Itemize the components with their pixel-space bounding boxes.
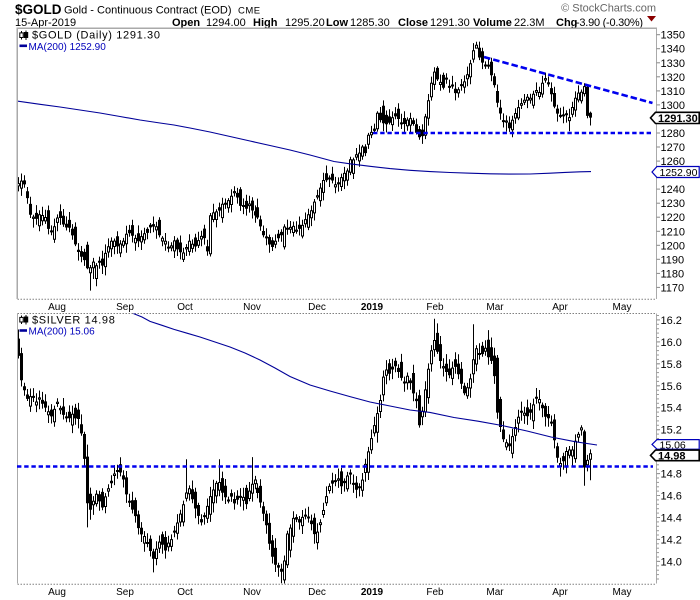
svg-text:1170: 1170	[661, 282, 685, 294]
svg-text:14.0: 14.0	[661, 556, 682, 568]
svg-text:1252.90: 1252.90	[660, 167, 698, 179]
svg-text:14.8: 14.8	[661, 469, 682, 481]
svg-text:Oct: Oct	[177, 587, 193, 598]
svg-text:1310: 1310	[661, 86, 685, 98]
svg-text:1291.30: 1291.30	[430, 17, 470, 29]
svg-text:Mar: Mar	[486, 302, 504, 313]
svg-text:1190: 1190	[661, 254, 685, 266]
svg-text:$GOLD (Daily) 1291.30: $GOLD (Daily) 1291.30	[32, 30, 161, 42]
svg-text:Open: Open	[172, 17, 200, 29]
svg-text:High: High	[253, 17, 278, 29]
svg-text:1291.30: 1291.30	[658, 113, 698, 125]
svg-text:Nov: Nov	[243, 302, 261, 313]
svg-text:Mar: Mar	[486, 587, 504, 598]
svg-text:May: May	[613, 587, 632, 598]
svg-text:1285.30: 1285.30	[350, 17, 390, 29]
svg-text:1300: 1300	[661, 100, 685, 112]
svg-text:Aug: Aug	[48, 587, 66, 598]
svg-text:15.2: 15.2	[661, 425, 682, 437]
svg-text:May: May	[613, 302, 632, 313]
svg-text:Close: Close	[398, 17, 428, 29]
svg-text:1330: 1330	[661, 58, 685, 70]
svg-text:15.4: 15.4	[661, 403, 682, 415]
svg-text:22.3M: 22.3M	[514, 17, 545, 29]
svg-text:2019: 2019	[361, 587, 384, 598]
svg-text:1260: 1260	[661, 156, 685, 168]
svg-text:Nov: Nov	[243, 587, 261, 598]
svg-text:14.4: 14.4	[661, 513, 682, 525]
svg-text:Apr: Apr	[552, 587, 568, 598]
svg-text:1295.20: 1295.20	[285, 17, 325, 29]
svg-text:1350: 1350	[661, 30, 685, 42]
svg-text:Low: Low	[326, 17, 348, 29]
svg-text:15.06: 15.06	[660, 439, 686, 451]
svg-text:1320: 1320	[661, 72, 685, 84]
svg-text:Feb: Feb	[426, 302, 444, 313]
svg-text:Dec: Dec	[308, 302, 326, 313]
svg-text:16.2: 16.2	[661, 315, 682, 327]
svg-text:© StockCharts.com: © StockCharts.com	[561, 3, 656, 15]
svg-text:15-Apr-2019: 15-Apr-2019	[15, 17, 76, 29]
svg-text:$SILVER 14.98: $SILVER 14.98	[32, 314, 115, 326]
svg-text:15.6: 15.6	[661, 381, 682, 393]
svg-text:Feb: Feb	[426, 587, 444, 598]
svg-text:Aug: Aug	[48, 302, 66, 313]
svg-text:MA(200) 15.06: MA(200) 15.06	[29, 327, 96, 338]
svg-text:1280: 1280	[661, 128, 685, 140]
svg-text:Oct: Oct	[177, 302, 193, 313]
svg-text:Dec: Dec	[308, 587, 326, 598]
svg-text:$GOLD: $GOLD	[15, 2, 62, 17]
svg-text:14.6: 14.6	[661, 491, 682, 503]
svg-text:2019: 2019	[361, 302, 384, 313]
svg-text:14.2: 14.2	[661, 534, 682, 546]
svg-text:Apr: Apr	[552, 302, 568, 313]
svg-text:1294.00: 1294.00	[206, 17, 246, 29]
svg-text:Chg: Chg	[556, 17, 577, 29]
svg-text:1240: 1240	[661, 184, 685, 196]
svg-text:CME: CME	[238, 6, 261, 17]
svg-text:Gold - Continuous Contract (EO: Gold - Continuous Contract (EOD)	[64, 5, 232, 17]
svg-text:Sep: Sep	[116, 587, 134, 598]
svg-text:14.98: 14.98	[658, 450, 686, 462]
svg-text:16.0: 16.0	[661, 337, 682, 349]
svg-text:1340: 1340	[661, 44, 685, 56]
svg-text:-3.90 (-0.30%): -3.90 (-0.30%)	[576, 17, 643, 29]
svg-text:Sep: Sep	[116, 302, 134, 313]
svg-text:1210: 1210	[661, 226, 685, 238]
svg-text:Volume: Volume	[473, 17, 512, 29]
svg-text:1200: 1200	[661, 240, 685, 252]
svg-text:1270: 1270	[661, 142, 685, 154]
svg-text:1220: 1220	[661, 212, 685, 224]
svg-text:1180: 1180	[661, 268, 685, 280]
svg-text:MA(200) 1252.90: MA(200) 1252.90	[29, 42, 107, 53]
svg-text:1230: 1230	[661, 198, 685, 210]
svg-text:15.8: 15.8	[661, 359, 682, 371]
